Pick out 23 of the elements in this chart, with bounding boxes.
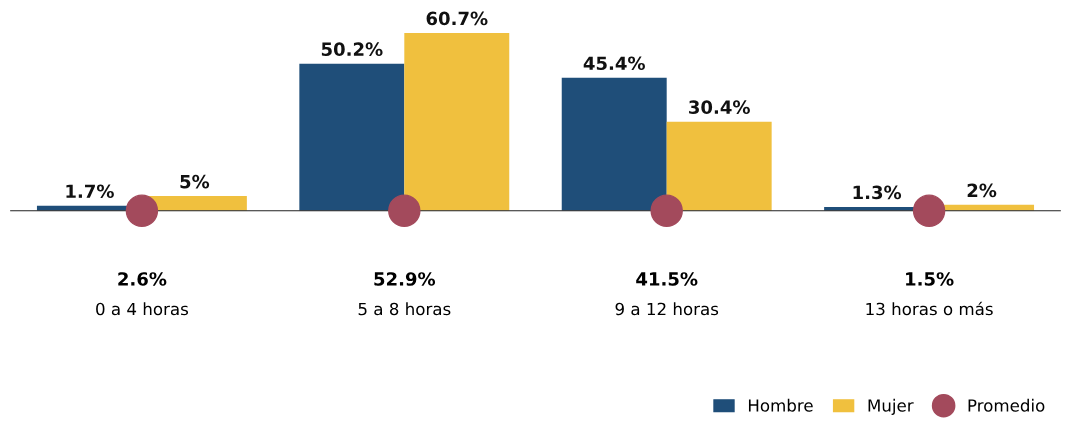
x-tick-label: 9 a 12 horas — [615, 302, 719, 316]
data-label: 5% — [180, 174, 210, 189]
text: 1.5% — [906, 272, 954, 286]
text: 52.9% — [374, 272, 436, 286]
data-label: 2% — [967, 183, 997, 198]
bar — [666, 121, 772, 211]
x-tick-label: 13 horas o más — [866, 301, 993, 316]
bar — [404, 32, 510, 211]
legend-label: Hombre — [748, 398, 813, 412]
data-label: 1.7% — [66, 184, 114, 199]
bar — [561, 77, 667, 211]
data-label: 45.4% — [583, 56, 645, 71]
legend-label: Promedio — [968, 398, 1045, 412]
x-tick-label: 0 a 4 horas — [96, 302, 189, 316]
data-label: 60.7% — [426, 11, 488, 26]
data-label: 1.3% — [853, 185, 902, 200]
data-label: 50.2% — [321, 42, 383, 56]
bar — [299, 63, 405, 211]
data-label: 30.4% — [689, 100, 750, 114]
x-tick-label: 5 a 8 horas — [358, 302, 451, 316]
text: 2.6% — [118, 272, 167, 286]
legend-label: Mujer — [868, 398, 914, 415]
text: 41.5% — [636, 272, 698, 286]
